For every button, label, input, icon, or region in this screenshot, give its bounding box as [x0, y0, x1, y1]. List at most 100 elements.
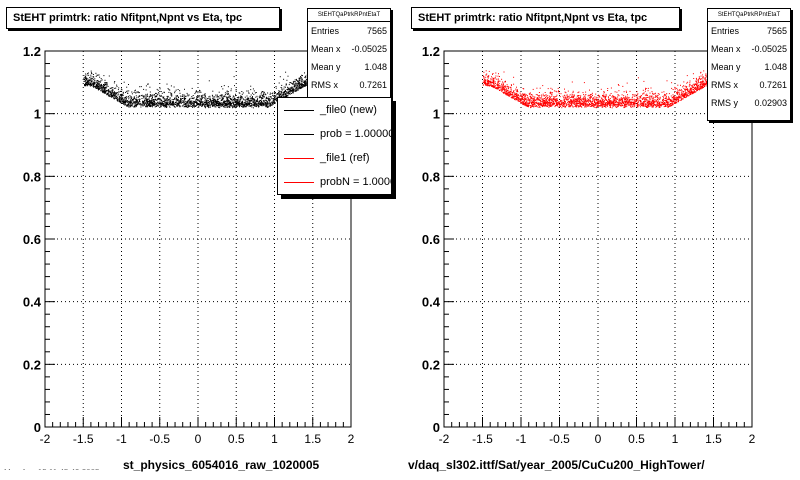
scatter-point — [523, 93, 524, 95]
scatter-point — [701, 85, 703, 87]
scatter-point — [541, 101, 543, 103]
scatter-point — [267, 92, 269, 94]
scatter-point — [251, 98, 253, 100]
scatter-point — [512, 96, 514, 98]
scatter-point — [127, 104, 129, 106]
scatter-point — [647, 97, 649, 98]
scatter-point — [629, 102, 631, 104]
scatter-point — [505, 92, 506, 94]
scatter-point — [700, 83, 702, 85]
scatter-point — [553, 103, 555, 105]
scatter-point — [95, 75, 97, 77]
scatter-point — [98, 74, 100, 76]
scatter-point — [100, 90, 102, 92]
scatter-point — [282, 94, 284, 96]
scatter-point — [492, 86, 494, 87]
scatter-point — [152, 106, 153, 108]
scatter-point — [621, 98, 622, 100]
scatter-point — [261, 97, 263, 98]
scatter-point — [291, 89, 293, 91]
scatter-point — [176, 95, 178, 97]
scatter-point — [552, 102, 554, 104]
scatter-point — [550, 87, 552, 89]
scatter-point — [182, 95, 184, 97]
scatter-point — [127, 96, 129, 98]
scatter-point — [103, 91, 105, 93]
scatter-point — [297, 83, 299, 85]
scatter-point — [636, 94, 638, 96]
scatter-point — [143, 102, 145, 104]
scatter-point — [105, 87, 107, 89]
scatter-point — [569, 101, 570, 103]
scatter-point — [563, 97, 565, 98]
scatter-point — [125, 100, 127, 102]
scatter-point — [513, 96, 515, 98]
scatter-point — [261, 94, 263, 96]
scatter-point — [246, 97, 248, 99]
scatter-point — [503, 88, 505, 90]
scatter-point — [115, 93, 117, 95]
scatter-point — [150, 100, 152, 102]
scatter-point — [702, 86, 704, 88]
scatter-point — [656, 96, 658, 98]
scatter-point — [117, 96, 118, 98]
scatter-point — [109, 92, 111, 94]
scatter-point — [268, 102, 270, 104]
scatter-point — [209, 101, 211, 103]
scatter-point — [136, 102, 138, 104]
scatter-point — [604, 105, 606, 106]
scatter-point — [594, 102, 595, 104]
scatter-point — [184, 105, 186, 107]
scatter-point — [546, 101, 548, 103]
scatter-point — [681, 90, 683, 92]
scatter-point — [264, 103, 266, 105]
scatter-point — [223, 105, 225, 107]
scatter-point — [213, 96, 215, 98]
scatter-point — [231, 100, 233, 102]
scatter-point — [100, 90, 102, 92]
scatter-point — [574, 100, 576, 102]
scatter-point — [174, 106, 176, 108]
scatter-point — [589, 100, 591, 102]
scatter-point — [253, 102, 255, 104]
scatter-point — [178, 97, 179, 98]
scatter-point — [490, 83, 492, 85]
scatter-point — [244, 101, 246, 103]
scatter-point — [635, 99, 637, 101]
scatter-point — [252, 101, 254, 103]
scatter-point — [254, 102, 256, 104]
scatter-point — [678, 96, 680, 98]
scatter-point — [537, 97, 539, 99]
scatter-point — [189, 105, 191, 107]
scatter-point — [261, 91, 262, 93]
scatter-point — [612, 101, 614, 103]
scatter-point — [140, 106, 142, 108]
scatter-point — [123, 103, 125, 105]
scatter-point — [137, 99, 139, 101]
scatter-point — [179, 101, 181, 103]
scatter-point — [134, 98, 136, 100]
scatter-point — [706, 76, 708, 78]
scatter-point — [485, 76, 487, 78]
scatter-point — [657, 93, 659, 95]
scatter-point — [296, 83, 298, 85]
scatter-point — [267, 107, 269, 108]
scatter-point — [626, 98, 628, 100]
scatter-point — [658, 101, 660, 103]
scatter-point — [289, 89, 291, 91]
scatter-point — [283, 94, 285, 96]
scatter-point — [301, 79, 302, 81]
scatter-point — [533, 100, 535, 102]
scatter-point — [684, 97, 686, 99]
scatter-point — [196, 102, 198, 104]
scatter-point — [523, 100, 525, 102]
scatter-point — [227, 102, 229, 104]
scatter-point — [106, 83, 108, 85]
scatter-point — [230, 105, 232, 106]
scatter-point — [111, 95, 113, 97]
scatter-point — [564, 88, 565, 90]
scatter-point — [538, 102, 540, 104]
scatter-point — [700, 72, 702, 74]
scatter-point — [216, 95, 218, 97]
scatter-point — [229, 102, 231, 103]
